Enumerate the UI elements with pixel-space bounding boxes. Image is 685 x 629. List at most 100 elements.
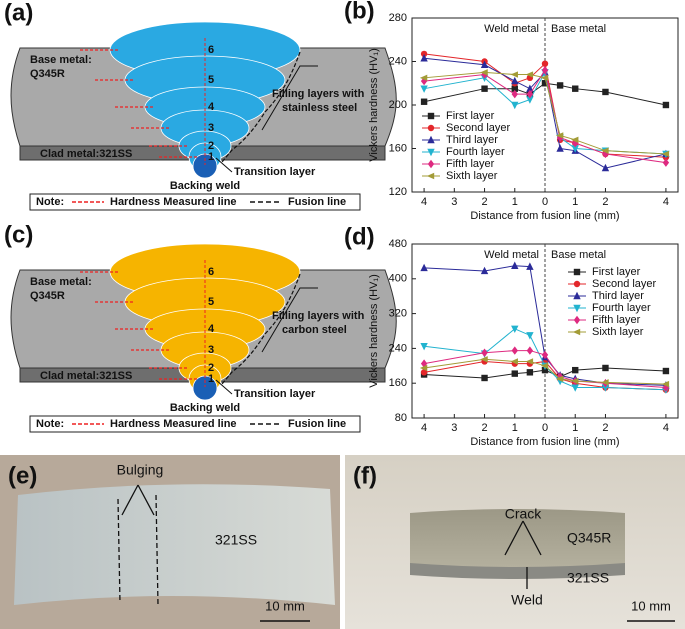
legend-label: Third layer	[446, 134, 498, 146]
marker	[480, 266, 489, 275]
marker	[511, 101, 519, 110]
ring	[14, 484, 335, 605]
x-tick-label: 4	[421, 422, 427, 434]
marker	[480, 69, 488, 76]
annotation: Base metal	[551, 23, 606, 35]
annotation: Weld metal	[484, 23, 539, 35]
marker	[541, 350, 549, 360]
marker	[419, 364, 428, 372]
marker	[511, 76, 519, 85]
panel-label: (a)	[4, 0, 33, 26]
y-tick-label: 240	[389, 342, 407, 354]
x-tick-label: 0	[542, 422, 548, 434]
marker	[541, 80, 549, 87]
marker	[480, 60, 489, 68]
layer-number: 4	[208, 323, 215, 335]
marker	[540, 362, 549, 369]
legend-marker	[427, 124, 435, 132]
legend-label: First layer	[446, 110, 495, 122]
marker	[601, 163, 610, 172]
arrows	[504, 520, 542, 589]
marker	[541, 60, 549, 67]
note-fusion: Fusion line	[288, 418, 346, 430]
marker	[572, 85, 579, 92]
legend-marker	[573, 268, 581, 276]
marker	[601, 147, 609, 154]
legend-marker	[573, 291, 581, 300]
y-tick-label: 320	[389, 308, 407, 320]
marker	[601, 379, 609, 386]
leader	[215, 379, 233, 395]
marker	[481, 85, 488, 92]
x-tick-label: 2	[602, 422, 608, 434]
marker	[420, 369, 428, 376]
scale-label: 10 mm	[631, 598, 671, 613]
marker	[525, 358, 534, 365]
layer-number: 6	[208, 266, 214, 278]
marker	[662, 367, 670, 375]
y-tick-label: 160	[389, 142, 407, 154]
base-grade: Q345R	[30, 68, 65, 80]
marker	[480, 356, 488, 363]
fusion-line	[221, 51, 301, 163]
legend-label: Fifth layer	[592, 314, 641, 326]
leader	[215, 157, 233, 173]
marker	[526, 346, 534, 355]
marker	[510, 71, 518, 78]
backing-label: Backing weld	[170, 402, 240, 414]
material-label: 321SS	[215, 532, 257, 548]
marker	[572, 366, 579, 374]
marker	[540, 74, 549, 82]
panel-label: (c)	[4, 221, 33, 248]
layer-number: 3	[208, 122, 214, 134]
x-tick-label: 4	[663, 196, 669, 208]
layer-number: 1	[208, 373, 214, 385]
legend-marker	[573, 304, 581, 313]
marker	[602, 149, 609, 159]
marker	[661, 150, 670, 158]
marker	[420, 50, 428, 58]
weld-diagram: (c) 12 3 4 5 6 Base metal: Q345R Filling layers …	[4, 221, 397, 433]
base-metal: Base metal:	[30, 54, 92, 66]
note-box	[29, 415, 361, 433]
marker	[571, 377, 579, 385]
panel-label: (e)	[8, 462, 37, 489]
panel-label: (f)	[353, 462, 377, 489]
layer-number: 2	[208, 140, 214, 152]
leader	[261, 287, 318, 353]
marker	[481, 374, 488, 382]
note-box	[29, 193, 361, 211]
marker	[526, 96, 534, 104]
sample	[410, 509, 625, 577]
marker	[420, 98, 428, 105]
legend-marker	[427, 159, 435, 169]
layer-number: 5	[208, 296, 214, 308]
x-tick-label: 4	[421, 196, 427, 208]
note-hardness: Hardness Measured line	[110, 418, 237, 430]
marker	[571, 136, 579, 143]
legend-label: Sixth layer	[592, 326, 644, 338]
x-tick-label: 4	[663, 422, 669, 434]
legend-label: Second layer	[446, 122, 511, 134]
layer-number: 3	[208, 344, 214, 356]
filling-label: stainless steel	[282, 102, 357, 114]
panel-label: (d)	[344, 223, 375, 250]
y-tick-label: 160	[389, 377, 407, 389]
legend-marker	[426, 172, 435, 180]
x-tick-label: 0	[542, 196, 548, 208]
clad-label: Clad metal:321SS	[40, 148, 132, 160]
legend-label: Fourth layer	[592, 302, 651, 314]
layer-number: 5	[208, 74, 214, 86]
filling-label: carbon steel	[282, 324, 347, 336]
legend-label: First layer	[592, 266, 641, 278]
arrows	[121, 484, 155, 516]
x-axis-label: Distance from fusion line (mm)	[470, 210, 619, 222]
clad-strip	[410, 563, 625, 579]
marker	[572, 138, 579, 148]
weld-diagram: (a) 12 3 4 5 6 Base metal: Q345R Filling layers …	[4, 0, 397, 211]
filling-label: Filling layers with	[272, 310, 365, 322]
marker	[511, 89, 518, 99]
base-grade: Q345R	[30, 290, 65, 302]
annotation: Weld metal	[484, 249, 539, 261]
